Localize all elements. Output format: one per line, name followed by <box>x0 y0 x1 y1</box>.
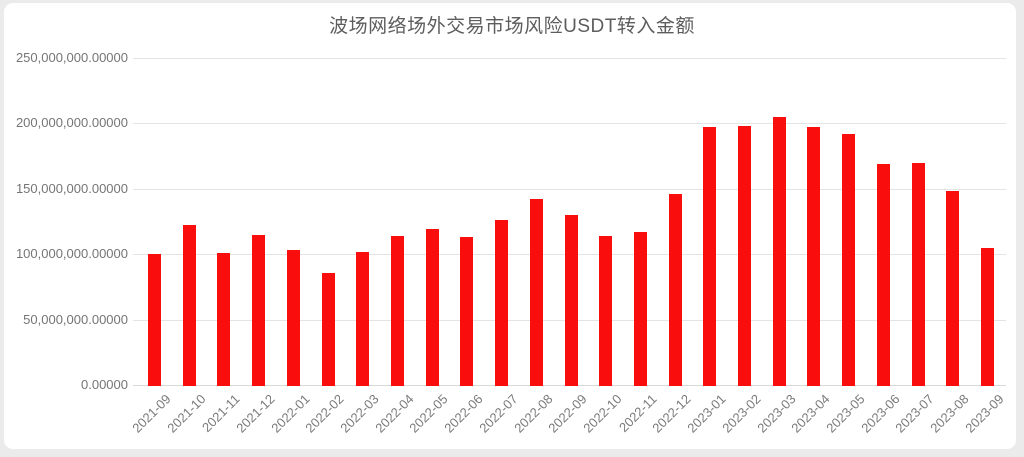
chart-bar-2022-12 <box>668 194 682 386</box>
chart-bar-2022-01 <box>286 250 300 386</box>
chart-bar-2021-09 <box>148 254 161 386</box>
chart-bar-2023-06 <box>876 163 890 386</box>
chart-bar-2023-08 <box>946 191 960 386</box>
chart-bar-2021-11 <box>217 252 231 386</box>
chart-bar-2022-06 <box>460 237 474 386</box>
x-tick-label: 2023-05 <box>823 391 868 436</box>
x-tick-label: 2021-12 <box>233 391 278 436</box>
chart-bar-2023-07 <box>911 162 925 386</box>
chart-bar-2021-10 <box>182 225 196 386</box>
chart-bar-2022-09 <box>564 214 578 386</box>
x-tick-label: 2022-07 <box>476 391 521 436</box>
x-tick-label: 2021-09 <box>129 391 174 436</box>
chart-bar-2022-07 <box>495 220 509 386</box>
y-tick-label: 0.00000 <box>81 377 128 392</box>
chart-bar-2022-02 <box>321 272 335 386</box>
x-tick-label: 2022-06 <box>441 391 486 436</box>
chart-bar-2022-10 <box>599 235 613 386</box>
x-tick-label: 2022-10 <box>580 391 625 436</box>
gridline <box>133 123 1006 124</box>
chart-bar-2023-02 <box>738 126 752 386</box>
chart-title: 波场网络场外交易市场风险USDT转入金额 <box>329 16 695 37</box>
y-tick-label: 150,000,000.00000 <box>15 181 128 196</box>
y-tick-label: 100,000,000.00000 <box>15 246 128 261</box>
chart-bar-2022-04 <box>390 235 404 386</box>
chart-bar-2023-05 <box>842 133 856 386</box>
y-tick-label: 50,000,000.00000 <box>23 312 128 327</box>
y-tick-label: 250,000,000.00000 <box>15 50 128 65</box>
chart-bar-2022-05 <box>425 229 439 386</box>
x-tick-label: 2023-02 <box>719 391 764 436</box>
chart-bar-2022-08 <box>529 199 543 386</box>
x-tick-label: 2023-01 <box>684 391 729 436</box>
chart-bar-2023-01 <box>703 127 717 386</box>
chart-bar-2023-09 <box>981 247 994 386</box>
x-tick-label: 2023-08 <box>927 391 972 436</box>
chart-bar-2022-11 <box>633 231 647 386</box>
gridline <box>133 189 1006 190</box>
chart-bar-2023-04 <box>807 127 821 386</box>
chart-bar-2022-03 <box>356 251 370 386</box>
chart-bar-2023-03 <box>772 116 786 386</box>
gridline <box>133 58 1006 59</box>
y-tick-label: 200,000,000.00000 <box>15 115 128 130</box>
x-tick-label: 2022-03 <box>337 391 382 436</box>
chart-bar-2021-12 <box>252 234 266 386</box>
x-tick-label: 2023-09 <box>962 391 1007 436</box>
